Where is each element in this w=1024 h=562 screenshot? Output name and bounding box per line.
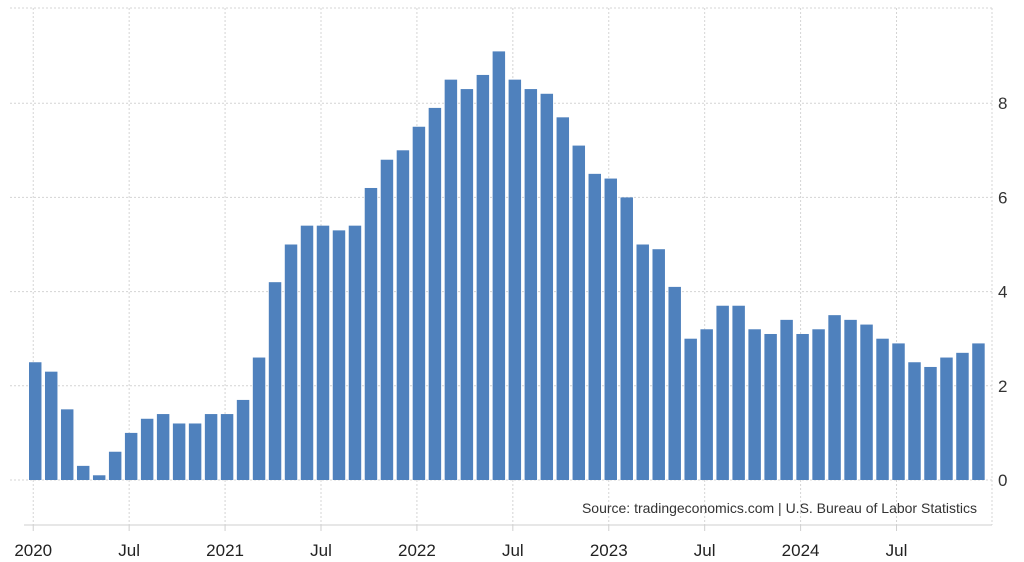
y-tick-label: 4 [998,283,1007,302]
bar [108,451,122,480]
x-tick-label: Jul [310,541,332,560]
bar [332,230,346,480]
bar [748,329,761,480]
bar [444,79,458,481]
bars [29,51,985,481]
bar [620,197,633,480]
x-axis-ticks: 2020 Jul 2021 Jul 2022 Jul 2023 Jul 2024 Jul [14,541,907,560]
bar [508,79,522,481]
y-tick-label: 6 [998,188,1007,207]
bar [636,244,649,480]
bar [764,333,777,480]
y-tick-label: 0 [998,471,1007,490]
bar [924,366,937,480]
bar [812,329,825,480]
bar [44,371,58,480]
bar [396,150,410,481]
bar [700,329,713,480]
bar [876,338,889,480]
source-label: Source: tradingeconomics.com | U.S. Bure… [582,500,977,516]
bar [844,319,857,480]
bar [732,305,745,480]
bar [684,338,697,480]
bar [796,333,809,480]
x-tick-label: 2024 [782,541,820,560]
y-tick-label: 8 [998,94,1007,113]
bar [956,352,969,480]
bar [268,282,282,480]
bar [172,423,186,480]
bar [460,89,474,480]
bar [300,225,314,480]
bar [316,225,330,480]
x-tick-label: 2020 [14,541,52,560]
y-tick-label: 2 [998,377,1007,396]
bar [604,178,617,480]
x-tick-label: Jul [118,541,140,560]
bar [428,107,442,480]
bar [716,305,729,480]
bar [380,159,394,480]
bar [92,475,106,480]
x-tick-label: 2023 [590,541,628,560]
bar [364,187,378,481]
x-tick-label: Jul [502,541,524,560]
bar [652,249,665,480]
bar [348,225,362,480]
x-tick-label: 2022 [398,541,436,560]
bar [940,357,953,480]
bar [220,414,234,480]
x-tick-label: Jul [694,541,716,560]
x-tick-label: 2021 [206,541,244,560]
bar [492,51,506,480]
bar [972,343,985,480]
bar [236,399,250,480]
bar [60,409,74,480]
bar [572,145,586,480]
bar [780,319,793,480]
bar [892,343,905,480]
bar [540,93,554,480]
gridlines [10,7,993,531]
bar [828,315,841,480]
bar [252,357,266,480]
bar [860,324,873,480]
y-axis-ticks: 0 2 4 6 8 [998,94,1007,490]
bar [588,173,602,480]
bar [524,89,538,480]
bar [76,465,90,480]
bar [284,244,298,480]
bar [204,414,218,480]
bar [668,286,681,480]
bar [188,423,202,480]
bar [29,362,42,480]
bar [556,117,570,480]
bar [412,126,426,480]
x-tick-label: Jul [886,541,908,560]
bar [476,74,490,480]
bar [156,414,170,480]
bar [908,362,921,480]
bar [140,418,154,480]
bar [124,432,138,480]
